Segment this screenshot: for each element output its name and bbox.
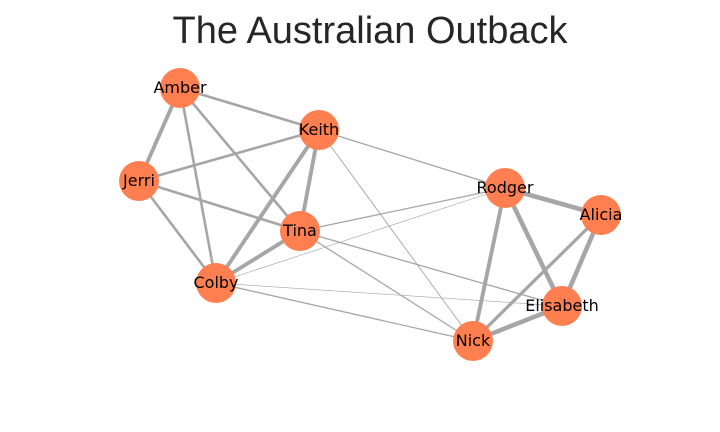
node-label-jerri: Jerri — [122, 171, 155, 190]
node-amber[interactable]: Amber — [153, 68, 207, 108]
node-rodger[interactable]: Rodger — [477, 168, 534, 208]
node-label-nick: Nick — [456, 331, 491, 350]
edge-colby-elisabeth — [215, 282, 563, 307]
node-label-alicia: Alicia — [580, 205, 623, 224]
node-label-colby: Colby — [193, 273, 238, 292]
node-circle-tina[interactable] — [280, 211, 320, 251]
node-nick[interactable]: Nick — [453, 321, 493, 361]
node-circle-rodger[interactable] — [485, 168, 525, 208]
node-label-rodger: Rodger — [477, 178, 534, 197]
edge-keith-nick — [318, 129, 474, 342]
edge-keith-rodger — [318, 129, 506, 189]
edge-rodger-elisabeth — [502, 187, 565, 307]
node-circle-elisabeth[interactable] — [542, 286, 582, 326]
edge-tina-rodger — [299, 187, 506, 232]
edge-colby-rodger — [215, 187, 506, 284]
node-elisabeth[interactable]: Elisabeth — [525, 286, 599, 326]
edge-jerri-keith — [138, 128, 320, 183]
node-keith[interactable]: Keith — [299, 110, 339, 150]
nodes-layer: Amber Keith Jerri Tina Colby Rodger Alicia Elis… — [119, 68, 622, 361]
edge-colby-nick — [215, 282, 474, 342]
node-colby[interactable]: Colby — [193, 263, 239, 303]
node-label-tina: Tina — [282, 221, 317, 240]
node-circle-nick[interactable] — [453, 321, 493, 361]
node-label-keith: Keith — [299, 120, 339, 139]
edge-alicia-nick — [471, 213, 603, 343]
graph-title: The Australian Outback — [172, 10, 568, 52]
node-circle-jerri[interactable] — [119, 161, 159, 201]
edge-tina-nick — [299, 230, 474, 342]
edge-tina-elisabeth — [299, 230, 563, 307]
node-alicia[interactable]: Alicia — [580, 195, 623, 235]
node-label-elisabeth: Elisabeth — [525, 296, 599, 315]
node-circle-keith[interactable] — [299, 110, 339, 150]
edge-rodger-nick — [471, 187, 507, 342]
edge-amber-tina — [179, 87, 301, 232]
node-label-amber: Amber — [153, 78, 207, 97]
edge-jerri-tina — [138, 179, 301, 233]
edge-amber-keith — [179, 86, 320, 132]
node-circle-colby[interactable] — [196, 263, 236, 303]
node-tina[interactable]: Tina — [280, 211, 320, 251]
edge-jerri-colby — [137, 180, 218, 284]
edge-amber-colby — [178, 87, 218, 284]
node-circle-amber[interactable] — [160, 68, 200, 108]
node-jerri[interactable]: Jerri — [119, 161, 159, 201]
node-circle-alicia[interactable] — [581, 195, 621, 235]
edge-keith-colby — [214, 128, 321, 285]
